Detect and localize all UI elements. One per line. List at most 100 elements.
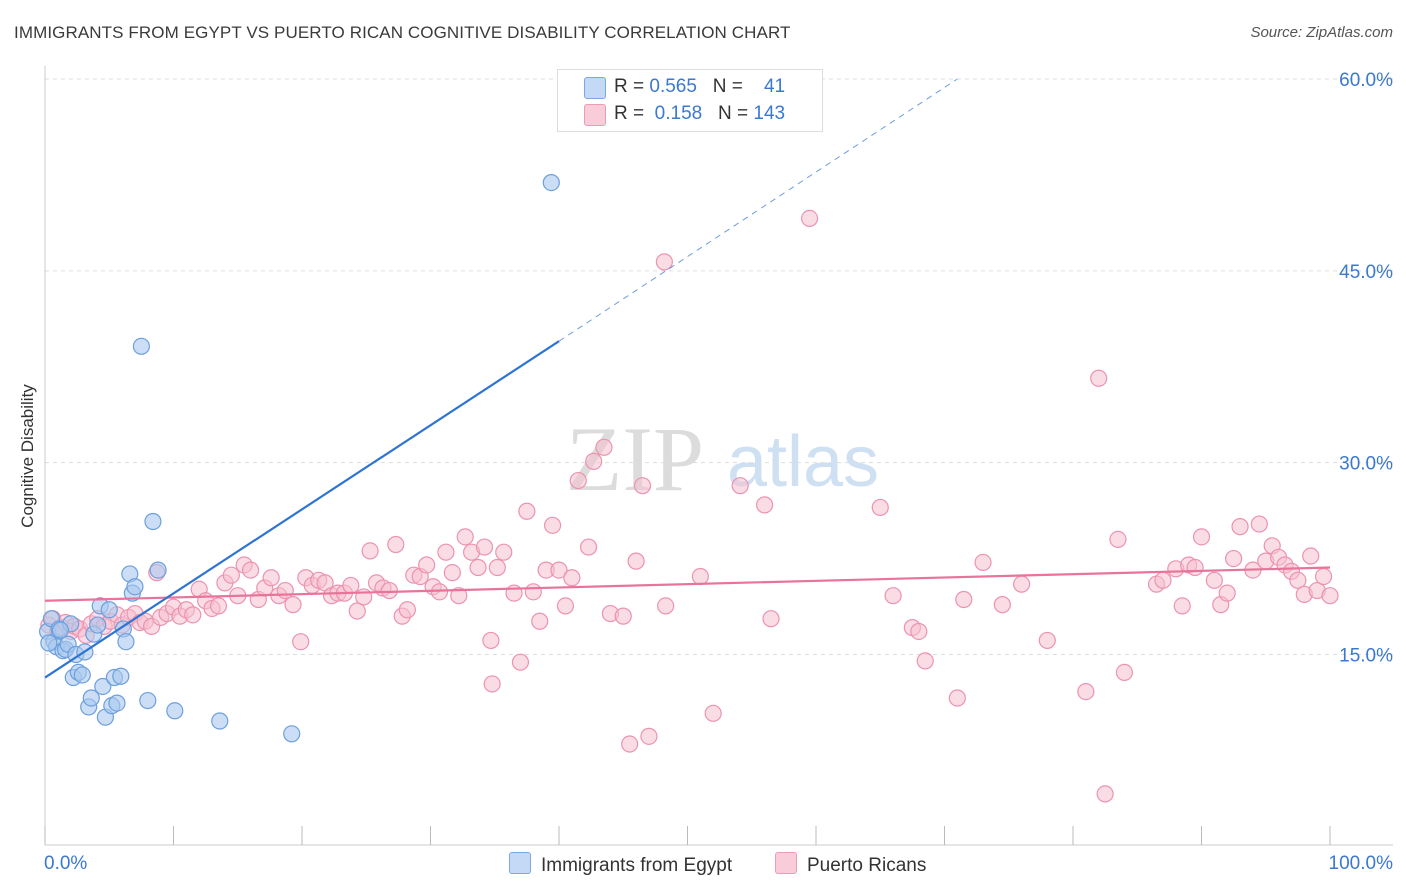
data-point-puerto-ricans [380, 581, 398, 600]
data-point-egypt [132, 337, 150, 355]
data-point-puerto-ricans [418, 556, 436, 574]
data-point-egypt [149, 561, 167, 579]
bottom-legend-puerto-ricans: Puerto Ricans [775, 852, 926, 878]
data-point-puerto-ricans [731, 477, 749, 495]
y-tick-label: 60.0% [1339, 70, 1393, 91]
data-point-puerto-ricans [284, 596, 302, 614]
data-point-puerto-ricans [543, 516, 562, 534]
legend-n-value: 143 [753, 103, 786, 124]
chart-title: IMMIGRANTS FROM EGYPT VS PUERTO RICAN CO… [14, 23, 791, 42]
data-point-puerto-ricans [1225, 549, 1243, 568]
legend-n-label: N = [712, 76, 749, 97]
data-point-puerto-ricans [1192, 528, 1211, 546]
legend-swatch-puerto-ricans [584, 104, 606, 126]
data-point-egypt [51, 621, 70, 639]
data-point-puerto-ricans [348, 602, 366, 620]
tick-label-layer: 15.0% 30.0% 45.0% 60.0% 0.0% 100.0% [44, 70, 1393, 874]
legend-r-label: R = [614, 76, 650, 97]
data-point-puerto-ricans [342, 576, 360, 595]
data-point-egypt [144, 512, 162, 531]
trend-layer [44, 78, 1331, 679]
data-point-egypt [211, 712, 229, 730]
data-point-puerto-ricans [1096, 785, 1114, 803]
bottom-legend-label-egypt: Immigrants from Egypt [541, 855, 733, 876]
data-point-puerto-ricans [1090, 369, 1108, 387]
data-point-puerto-ricans [1250, 515, 1268, 533]
data-point-puerto-ricans [495, 543, 513, 561]
y-tick-label: 15.0% [1339, 646, 1393, 667]
data-point-puerto-ricans [1115, 663, 1134, 682]
data-point-puerto-ricans [993, 596, 1011, 614]
data-point-egypt [100, 601, 118, 619]
data-point-puerto-ricans [657, 597, 675, 615]
data-point-puerto-ricans [691, 567, 709, 586]
bottom-legend-label-puerto-ricans: Puerto Ricans [807, 855, 927, 876]
data-point-puerto-ricans [1077, 682, 1095, 701]
bottom-legend-swatch-egypt [509, 852, 531, 874]
data-point-puerto-ricans [209, 597, 228, 615]
data-point-puerto-ricans [1038, 631, 1056, 650]
data-point-puerto-ricans [1012, 575, 1031, 593]
data-point-puerto-ricans [633, 477, 652, 495]
watermark: ZIP atlas [566, 408, 879, 510]
data-point-puerto-ricans [437, 543, 455, 561]
data-point-egypt [542, 173, 560, 192]
data-point-egypt [73, 666, 91, 684]
data-point-puerto-ricans [398, 601, 416, 619]
data-point-puerto-ricans [955, 590, 973, 609]
data-point-puerto-ricans [916, 652, 934, 670]
legend-n-value: 41 [763, 76, 786, 97]
puerto-ricans-points [40, 209, 1339, 803]
source-label: Source: ZipAtlas.com [1250, 24, 1393, 41]
data-point-puerto-ricans [361, 542, 379, 560]
data-point-puerto-ricans [387, 535, 405, 554]
data-point-egypt [283, 725, 301, 743]
trend-line-egypt [44, 340, 560, 679]
data-point-puerto-ricans [884, 587, 902, 605]
data-point-puerto-ricans [475, 538, 494, 556]
bottom-legend-egypt: Immigrants from Egypt [509, 852, 732, 878]
data-point-puerto-ricans [276, 581, 294, 600]
legend-n-label: N = [718, 103, 754, 124]
data-point-puerto-ricans [483, 675, 501, 693]
data-point-puerto-ricans [242, 561, 260, 579]
data-point-puerto-ricans [1321, 587, 1339, 605]
data-point-puerto-ricans [550, 561, 568, 579]
data-point-egypt [139, 691, 157, 710]
legend-swatch-egypt [584, 77, 606, 99]
correlation-legend: R = 0.565 N = 41 R = 0.158 N = 143 [557, 69, 823, 132]
data-point-puerto-ricans [1218, 584, 1236, 602]
data-point-puerto-ricans [524, 583, 542, 601]
data-point-puerto-ricans [292, 633, 310, 651]
data-point-egypt [126, 578, 144, 596]
data-point-puerto-ricans [488, 558, 506, 577]
x-tick-label-min: 0.0% [44, 853, 87, 874]
trend-line-egypt-extension [558, 78, 958, 342]
data-point-puerto-ricans [456, 528, 474, 546]
bottom-legend-swatch-puerto-ricans [775, 852, 797, 874]
data-point-egypt [89, 616, 107, 634]
data-point-puerto-ricans [704, 704, 722, 722]
egypt-points [38, 173, 560, 743]
grid-layer [45, 78, 1393, 655]
data-point-puerto-ricans [563, 569, 581, 587]
legend-text-puerto-ricans: R = 0.158 N = 143 [614, 103, 785, 125]
data-point-egypt [117, 633, 135, 651]
data-point-puerto-ricans [450, 587, 468, 605]
data-point-puerto-ricans [184, 606, 202, 624]
data-point-puerto-ricans [948, 689, 966, 707]
data-point-puerto-ricans [469, 558, 487, 577]
data-point-puerto-ricans [621, 735, 639, 753]
data-point-puerto-ricans [755, 496, 774, 514]
legend-r-label: R = [614, 103, 650, 124]
data-point-puerto-ricans [511, 653, 530, 671]
legend-text-egypt: R = 0.565 N = 41 [614, 76, 785, 98]
data-point-puerto-ricans [655, 253, 673, 271]
data-point-puerto-ricans [1154, 571, 1172, 589]
data-point-puerto-ricans [556, 597, 575, 615]
data-point-puerto-ricans [262, 569, 280, 587]
y-tick-label: 30.0% [1339, 454, 1393, 475]
data-point-puerto-ricans [222, 566, 240, 584]
x-tick-label-max: 100.0% [1329, 853, 1394, 874]
